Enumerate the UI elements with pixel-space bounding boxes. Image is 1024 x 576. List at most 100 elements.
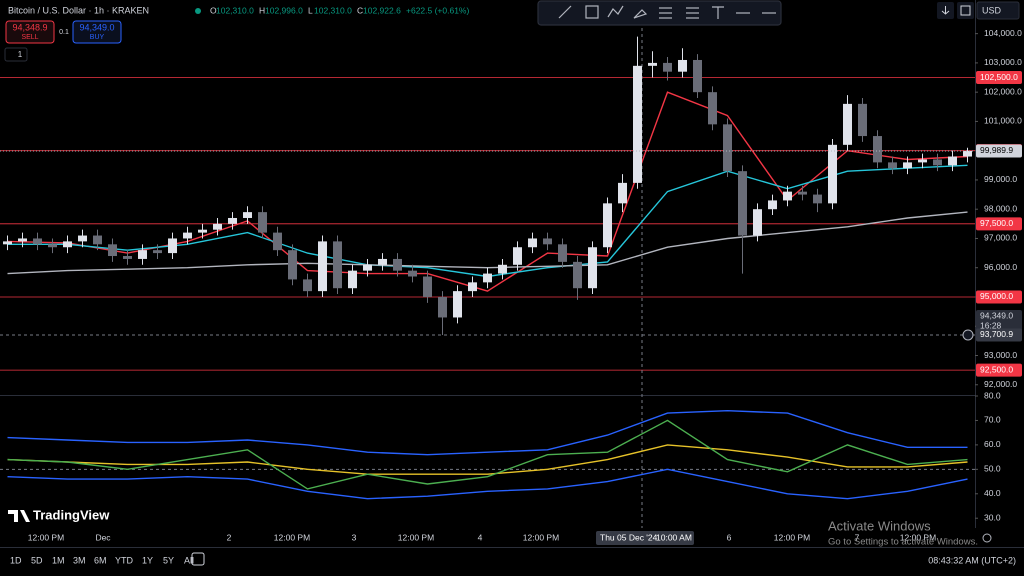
candle-body xyxy=(363,264,372,271)
x-tick-label: 3 xyxy=(352,532,357,542)
level-label: 92,500.0 xyxy=(980,364,1013,374)
range-button[interactable]: All xyxy=(184,555,194,565)
candle-body xyxy=(888,162,897,169)
level-label: 95,000.0 xyxy=(980,291,1013,301)
text-tool[interactable] xyxy=(712,6,724,19)
candle-body xyxy=(93,235,102,245)
candle-body xyxy=(843,103,852,145)
level-label: 97,500.0 xyxy=(980,218,1013,228)
candle-body xyxy=(558,244,567,262)
x-tick-label: 12:00 PM xyxy=(274,532,310,542)
osc-tick-label: 60.0 xyxy=(984,439,1001,449)
range-button[interactable]: 5Y xyxy=(163,555,174,565)
range-button[interactable]: 3M xyxy=(73,555,86,565)
candle-body xyxy=(693,59,702,93)
oscillator-line xyxy=(7,419,968,490)
activate-hint: Go to Settings to activate Windows. xyxy=(828,537,978,548)
crosshair-time2: 10:00 AM xyxy=(656,532,692,542)
fullscreen-button[interactable] xyxy=(957,2,974,19)
ohlc-value: 102,310.0 xyxy=(314,5,352,15)
buy-button[interactable] xyxy=(72,20,122,44)
ohlc-value: 102,310.0 xyxy=(216,5,254,15)
candle-body xyxy=(903,162,912,169)
ohlc-value: 102,922.6 xyxy=(363,5,401,15)
candle-body xyxy=(168,238,177,254)
candle-body xyxy=(588,247,597,289)
sell-button[interactable] xyxy=(5,20,55,44)
candle-body xyxy=(528,238,537,248)
x-tick-label: 12:00 PM xyxy=(398,532,434,542)
osc-tick-label: 80.0 xyxy=(984,390,1001,400)
range-button[interactable]: 6M xyxy=(94,555,107,565)
candle-body xyxy=(828,144,837,204)
range-button[interactable]: 1Y xyxy=(142,555,153,565)
candle-body xyxy=(378,258,387,265)
x-tick-label: 12:00 PM xyxy=(900,532,936,542)
osc-tick-label: 70.0 xyxy=(984,415,1001,425)
candle-body xyxy=(303,279,312,292)
position-tool[interactable] xyxy=(686,7,699,19)
candle-body xyxy=(123,256,132,259)
candle-body xyxy=(438,296,447,318)
y-tick-label: 98,000.0 xyxy=(984,203,1017,213)
y-tick-label: 103,000.0 xyxy=(984,57,1022,67)
candle-body xyxy=(678,59,687,72)
candle-body xyxy=(138,250,147,259)
candle-body xyxy=(603,203,612,248)
candle-body xyxy=(213,223,222,230)
candle-body xyxy=(813,194,822,204)
fib-tool[interactable] xyxy=(659,7,672,19)
x-tick-label: 4 xyxy=(478,532,483,542)
range-button[interactable]: YTD xyxy=(115,555,134,565)
level-label: 102,500.0 xyxy=(980,72,1018,82)
range-button[interactable]: 1D xyxy=(10,555,22,565)
candle-body xyxy=(723,124,732,172)
candle-body xyxy=(318,241,327,292)
bid-countdown: 16:28 xyxy=(980,320,1002,330)
candle-body xyxy=(933,159,942,166)
candle-body xyxy=(498,264,507,274)
brush-tool[interactable] xyxy=(633,9,648,19)
level-label-box xyxy=(976,290,1022,304)
path-tool[interactable] xyxy=(607,5,624,18)
candle-body xyxy=(513,247,522,265)
candle-body xyxy=(918,159,927,163)
rectangle-tool[interactable] xyxy=(585,5,599,19)
crosshair-add[interactable] xyxy=(962,329,974,341)
range-button[interactable]: 5D xyxy=(31,555,43,565)
symbol: Bitcoin / U.S. Dollar · 1h · KRAKEN xyxy=(8,5,149,15)
candle-body xyxy=(348,270,357,289)
trend-line-tool[interactable] xyxy=(558,5,572,19)
candle-body xyxy=(183,232,192,239)
y-tick-label: 102,000.0 xyxy=(984,86,1022,96)
x-tick-label: 12:00 PM xyxy=(774,532,810,542)
date-range-button[interactable] xyxy=(191,552,205,566)
y-tick-label: 104,000.0 xyxy=(984,28,1022,38)
y-tick-label: 96,000.0 xyxy=(984,262,1017,272)
crosshair-time: Thu 05 Dec '24 xyxy=(600,532,658,542)
spread: 0.1 xyxy=(59,29,69,36)
crosshair-label: 93,700.9 xyxy=(980,329,1013,339)
candle-body xyxy=(858,103,867,137)
candle-body xyxy=(873,136,882,163)
osc-tick-label: 50.0 xyxy=(984,464,1001,474)
ohlc-value: 102,996.0 xyxy=(265,5,303,15)
x-tick-label: Dec xyxy=(95,532,111,542)
currency: USD xyxy=(982,5,1002,15)
oscillator-line xyxy=(7,468,968,500)
change: +622.5 (+0.61%) xyxy=(406,5,469,15)
range-button[interactable]: 1M xyxy=(52,555,65,565)
ohlc-key: H xyxy=(259,5,265,15)
status-dot xyxy=(195,8,201,14)
candle-body xyxy=(3,241,12,245)
indicators-toggle[interactable] xyxy=(4,47,28,62)
candle-body xyxy=(198,229,207,233)
settings-icon[interactable] xyxy=(982,533,992,543)
currency-select[interactable] xyxy=(976,1,1020,20)
candle-body xyxy=(78,235,87,242)
osc-tick-label: 40.0 xyxy=(984,488,1001,498)
sell-label: SELL xyxy=(21,34,38,41)
candle-body xyxy=(948,156,957,166)
moving-average xyxy=(7,211,968,275)
